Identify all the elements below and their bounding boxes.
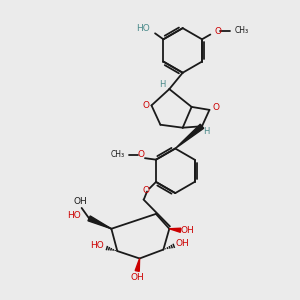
Polygon shape (169, 228, 181, 232)
Text: O: O (138, 150, 145, 159)
Text: H: H (160, 80, 166, 89)
Text: HO: HO (136, 24, 150, 33)
Text: HO: HO (90, 241, 104, 250)
Text: O: O (212, 103, 220, 112)
Polygon shape (135, 259, 140, 272)
Text: O: O (142, 186, 149, 195)
Text: OH: OH (130, 273, 144, 282)
Polygon shape (175, 124, 204, 148)
Polygon shape (88, 216, 111, 229)
Text: O: O (142, 101, 149, 110)
Text: OH: OH (181, 226, 195, 235)
Text: OH: OH (176, 238, 190, 247)
Text: CH₃: CH₃ (111, 150, 125, 159)
Text: CH₃: CH₃ (235, 26, 249, 35)
Text: O: O (215, 27, 222, 36)
Text: HO: HO (67, 212, 81, 220)
Text: H: H (203, 127, 210, 136)
Text: OH: OH (74, 196, 88, 206)
